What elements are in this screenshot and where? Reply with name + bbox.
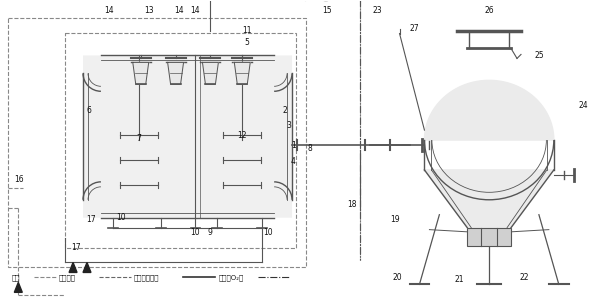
Bar: [65, 32, 296, 248]
Text: 11: 11: [243, 26, 252, 35]
Text: 21: 21: [454, 275, 464, 284]
Text: 10: 10: [116, 213, 126, 222]
Text: 4: 4: [290, 158, 295, 166]
Text: 8: 8: [307, 144, 312, 152]
Text: 硫酸锌液: 硫酸锌液: [59, 274, 76, 281]
Text: 14: 14: [174, 6, 183, 15]
Text: 6: 6: [87, 106, 91, 115]
Text: 24: 24: [579, 101, 589, 110]
Text: 9: 9: [208, 228, 213, 237]
Polygon shape: [425, 170, 554, 228]
Text: 图例: 图例: [11, 274, 20, 281]
Text: 20: 20: [393, 273, 402, 282]
FancyBboxPatch shape: [83, 55, 292, 218]
Text: 3: 3: [287, 121, 292, 130]
Text: 13: 13: [144, 6, 154, 15]
Text: 16: 16: [15, 175, 24, 184]
Polygon shape: [168, 62, 183, 84]
Polygon shape: [234, 62, 250, 84]
Text: 27: 27: [410, 24, 419, 33]
Bar: [8, 18, 306, 268]
Text: 26: 26: [485, 6, 494, 15]
Text: 25: 25: [534, 51, 544, 60]
Text: 18: 18: [347, 200, 356, 209]
Text: 14: 14: [104, 6, 114, 15]
Polygon shape: [203, 62, 218, 84]
Text: 23: 23: [373, 6, 382, 15]
Text: 5: 5: [245, 38, 250, 47]
Text: 10: 10: [263, 228, 273, 237]
Polygon shape: [425, 80, 554, 140]
Text: 14: 14: [191, 6, 200, 15]
Text: 15: 15: [322, 6, 332, 15]
Text: 1: 1: [292, 141, 296, 149]
Text: 7: 7: [136, 134, 141, 143]
Bar: [467, 228, 511, 245]
Text: 19: 19: [390, 215, 399, 224]
Text: 冷冻硫酸锌液: 冷冻硫酸锌液: [134, 274, 159, 281]
Polygon shape: [15, 282, 22, 292]
Text: 氧气（O₂）: 氧气（O₂）: [218, 274, 244, 281]
Text: 22: 22: [519, 273, 529, 282]
Polygon shape: [132, 62, 149, 84]
Text: 12: 12: [238, 131, 247, 140]
Text: 17: 17: [71, 243, 81, 252]
Text: 10: 10: [191, 228, 200, 237]
Polygon shape: [69, 262, 77, 272]
Text: 2: 2: [283, 106, 287, 115]
Text: 17: 17: [86, 215, 96, 224]
Polygon shape: [83, 262, 91, 272]
